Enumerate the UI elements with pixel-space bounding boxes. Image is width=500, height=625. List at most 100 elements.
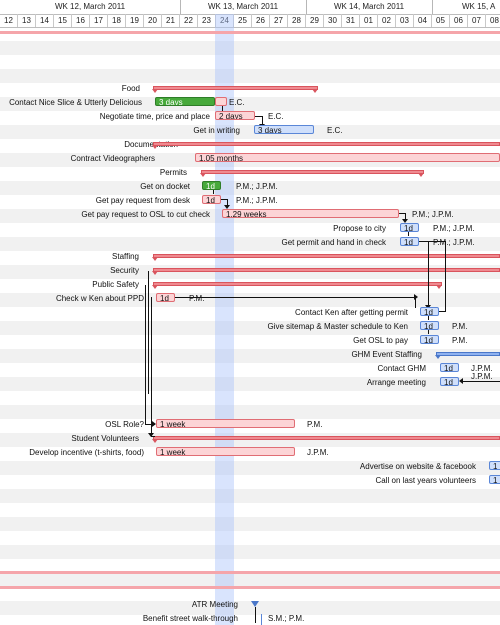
task-label-student-volunteers[interactable]: Student Volunteers xyxy=(71,434,139,443)
row-band xyxy=(0,237,500,251)
task-label-benefit-street[interactable]: Benefit street walk-through xyxy=(142,614,238,623)
milestone-marker[interactable] xyxy=(251,601,259,607)
dependency-line xyxy=(399,213,406,214)
row-band xyxy=(0,391,500,405)
task-label-contact-ghm[interactable]: Contact GHM xyxy=(377,364,426,373)
day-header: 22 xyxy=(180,14,198,27)
dependency-line xyxy=(221,199,228,200)
task-label-documentation[interactable]: Documentation xyxy=(124,140,178,149)
task-label-contact-ken[interactable]: Contact Ken after getting permit xyxy=(295,308,408,317)
summary-cap xyxy=(312,89,318,93)
task-label-give-sitemap[interactable]: Give sitemap & Master schedule to Ken xyxy=(267,322,408,331)
dependency-line xyxy=(222,106,223,112)
task-bar-contract-videographers[interactable]: 1.05 months xyxy=(195,153,500,162)
task-bar-contact-nice-slice-remaining[interactable] xyxy=(215,97,227,106)
dependency-line xyxy=(408,232,409,236)
task-label-get-osl-to-pay[interactable]: Get OSL to pay xyxy=(353,336,408,345)
task-label-get-pay-request-to-osl[interactable]: Get pay request to OSL to cut check xyxy=(81,210,210,219)
task-bar-contact-nice-slice[interactable]: 3 days xyxy=(155,97,215,106)
task-bar-osl-role[interactable]: 1 week xyxy=(156,419,295,428)
task-label-get-on-docket[interactable]: Get on docket xyxy=(140,182,190,191)
task-bar-develop-incentive[interactable]: 1 week xyxy=(156,447,295,456)
summary-bar-ghm-event-staffing[interactable] xyxy=(436,352,500,356)
task-label-negotiate[interactable]: Negotiate time, price and place xyxy=(99,112,210,121)
row-band xyxy=(0,321,500,335)
header-divider xyxy=(0,14,500,15)
task-label-get-permit[interactable]: Get permit and hand in check xyxy=(281,238,386,247)
week-separator xyxy=(180,0,181,14)
header-divider xyxy=(0,27,500,28)
task-label-food[interactable]: Food xyxy=(121,84,140,93)
task-bar-contact-ghm[interactable]: 1d xyxy=(440,363,459,372)
task-bar-get-permit[interactable]: 1d xyxy=(400,237,419,246)
task-bar-get-in-writing[interactable]: 3 days xyxy=(254,125,314,134)
week-header-14: WK 14, March 2011 xyxy=(333,2,405,11)
summary-bar-permits[interactable] xyxy=(201,170,424,174)
task-label-propose-to-city[interactable]: Propose to city xyxy=(333,224,386,233)
task-label-ghm-event-staffing[interactable]: GHM Event Staffing xyxy=(351,350,422,359)
row-band xyxy=(0,531,500,545)
project-summary-stripe xyxy=(0,31,500,34)
summary-bar-staffing[interactable] xyxy=(153,254,500,258)
task-bar-give-sitemap[interactable]: 1d xyxy=(420,321,439,330)
task-resource: S.M.; P.M. xyxy=(268,614,305,623)
summary-cap xyxy=(436,285,442,289)
row-band xyxy=(0,349,500,363)
task-label-call-volunteers[interactable]: Call on last years volunteers xyxy=(375,476,477,485)
summary-bar-public-safety[interactable] xyxy=(153,282,442,286)
task-bar-advertise[interactable]: 1 xyxy=(489,461,500,470)
task-label-atr-meeting[interactable]: ATR Meeting xyxy=(191,600,238,609)
task-bar-get-pay-request-to-osl[interactable]: 1.29 weeks xyxy=(222,209,399,218)
task-resource: P.M. xyxy=(452,322,468,331)
task-bar-propose-to-city[interactable]: 1d xyxy=(400,223,419,232)
day-header: 23 xyxy=(198,14,216,27)
dependency-line xyxy=(213,190,214,194)
task-label-arrange-meeting[interactable]: Arrange meeting xyxy=(366,378,426,387)
task-bar-contact-ken[interactable]: 1d xyxy=(420,307,439,316)
task-bar-call-volunteers[interactable]: 1 xyxy=(489,475,500,484)
task-label-permits[interactable]: Permits xyxy=(159,168,187,177)
task-bar-negotiate[interactable]: 2 days xyxy=(215,111,255,120)
task-bar-get-pay-request-from-desk[interactable]: 1d xyxy=(202,195,221,204)
day-header: 07 xyxy=(468,14,486,27)
task-resource: P.M.; J.P.M. xyxy=(433,238,475,247)
task-label-contract-videographers[interactable]: Contract Videographers xyxy=(70,154,155,163)
row-band xyxy=(0,55,500,69)
task-bar-arrange-meeting[interactable]: 1d xyxy=(440,377,459,386)
task-bar-check-w-ken[interactable]: 1d xyxy=(156,293,175,302)
summary-stripe xyxy=(0,586,500,589)
task-label-get-pay-request-from-desk[interactable]: Get pay request from desk xyxy=(95,196,190,205)
day-header: 14 xyxy=(36,14,54,27)
row-band xyxy=(0,573,500,587)
day-header: 01 xyxy=(360,14,378,27)
task-resource: J.P.M. xyxy=(471,364,493,373)
dependency-line xyxy=(439,311,445,312)
task-label-security[interactable]: Security xyxy=(110,266,139,275)
dependency-line xyxy=(148,271,149,394)
task-bar-get-osl-to-pay[interactable]: 1d xyxy=(420,335,439,344)
dependency-line xyxy=(445,242,446,312)
dependency-line xyxy=(151,297,152,436)
task-label-contact-nice-slice[interactable]: Contact Nice Slice & Utterly Delicious xyxy=(9,98,142,107)
task-resource: P.M. xyxy=(307,420,323,429)
task-label-public-safety[interactable]: Public Safety xyxy=(92,280,139,289)
dependency-line xyxy=(419,241,446,242)
task-label-osl-role[interactable]: OSL Role? xyxy=(105,420,144,429)
dependency-line xyxy=(255,116,263,117)
task-label-get-in-writing[interactable]: Get in writing xyxy=(193,126,240,135)
day-header: 06 xyxy=(450,14,468,27)
task-label-check-w-ken[interactable]: Check w Ken about PPD xyxy=(55,294,144,303)
task-bar-get-on-docket[interactable]: 1d xyxy=(202,181,221,190)
task-label-advertise[interactable]: Advertise on website & facebook xyxy=(359,462,476,471)
summary-bar-security[interactable] xyxy=(153,268,500,272)
day-header: 25 xyxy=(234,14,252,27)
row-band xyxy=(0,97,500,111)
summary-bar-documentation[interactable] xyxy=(153,142,500,146)
summary-cap xyxy=(152,89,158,93)
summary-bar-student-volunteers[interactable] xyxy=(153,436,500,440)
task-bar-benefit-street[interactable] xyxy=(261,614,262,625)
summary-cap xyxy=(152,257,158,261)
task-label-develop-incentive[interactable]: Develop incentive (t-shirts, food) xyxy=(29,448,144,457)
summary-bar-food[interactable] xyxy=(153,86,318,90)
task-label-staffing[interactable]: Staffing xyxy=(112,252,139,261)
